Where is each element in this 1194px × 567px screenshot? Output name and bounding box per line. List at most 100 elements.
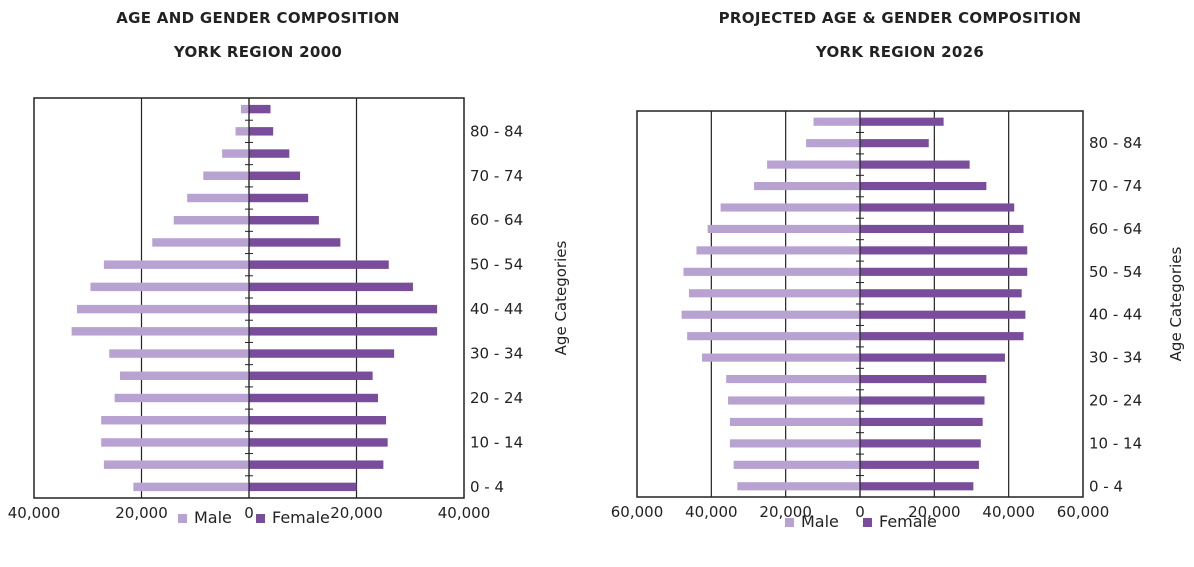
y-tick-label: 60 - 64 [470,211,523,229]
legend-male-swatch [785,518,794,527]
y-tick-label: 60 - 64 [1089,220,1142,238]
female-bar [249,282,413,292]
male-bar [222,149,249,158]
x-tick-label: 0 [855,503,865,521]
female-bar [860,353,1005,362]
male-bar [103,260,249,269]
male-bar [728,396,860,405]
female-bar [249,393,378,403]
legend-male-swatch [178,514,187,523]
y-axis-title: Age Categories [552,241,570,356]
legend-male-label: Male [801,512,839,531]
female-bar [249,482,357,492]
male-bar [101,438,249,447]
y-tick-label: 70 - 74 [1089,177,1142,195]
female-bar [249,149,290,158]
female-bar [860,117,944,126]
female-bar [860,310,1026,319]
y-tick-label: 20 - 24 [1089,392,1142,410]
male-bar [720,203,860,212]
female-bar [249,371,373,380]
male-bar [203,171,249,180]
chart-2-title-line-2: YORK REGION 2026 [815,43,985,61]
female-bar [249,260,389,269]
female-bar [860,460,979,469]
male-bar [754,181,860,191]
male-bar [729,439,860,448]
male-bar [173,216,249,225]
female-bar [860,160,970,169]
chart-1: 40,000 20,000 0 20,000 40,000 0 - 4 10 - 14 20 … [8,97,570,527]
y-tick-label: 0 - 4 [470,478,504,496]
male-bar [101,416,249,425]
chart-2: 60,000 40,000 20,000 0 20,000 40,000 60,000 0 -… [611,110,1185,531]
female-bar [860,374,987,384]
male-bar [90,282,249,292]
y-tick-label: 10 - 14 [1089,434,1142,452]
female-bar [249,238,341,247]
x-tick-label: 0 [244,504,254,522]
female-bar [249,104,271,114]
legend: Male Female [785,512,937,531]
chart-1-title: AGE AND GENDER COMPOSITION YORK REGION 2… [28,8,488,76]
y-tick-label: 80 - 84 [470,122,523,140]
female-bar [860,439,981,448]
male-bar [77,304,249,314]
male-bar [114,393,249,403]
y-tick-label: 40 - 44 [1089,306,1142,324]
female-bar [860,482,974,491]
female-bar [860,396,985,405]
male-bar [71,327,249,336]
legend-female-label: Female [272,508,330,527]
x-tick-label: 40,000 [982,503,1035,521]
female-bar [249,349,395,358]
female-bar [860,203,1015,212]
female-bar [860,267,1028,276]
x-tick-label: 40,000 [438,504,491,522]
female-bar [860,224,1024,234]
x-tick-label: 40,000 [685,503,738,521]
chart-2-title-line-1: PROJECTED AGE & GENDER COMPOSITION [718,9,1082,27]
x-tick-label: 20,000 [330,504,383,522]
y-axis-title: Age Categories [1167,247,1185,362]
male-bar [235,127,249,136]
male-bar [806,139,860,148]
female-bar [860,181,987,191]
male-bar [696,246,860,255]
male-bar [187,193,249,203]
legend-female-swatch [256,514,265,523]
legend-female-label: Female [879,512,937,531]
female-bar [860,417,983,427]
y-tick-label: 30 - 34 [1089,349,1142,367]
female-bar [249,304,438,314]
male-bar [813,117,860,126]
x-tick-label: 20,000 [759,503,812,521]
female-bar [249,416,387,425]
female-bar [249,216,319,225]
male-bar [681,310,860,319]
legend-male-label: Male [194,508,232,527]
y-tick-label: 80 - 84 [1089,134,1142,152]
chart-2-title: PROJECTED AGE & GENDER COMPOSITION YORK … [620,8,1180,76]
male-bar [120,371,249,380]
female-bar [249,193,309,203]
male-bar [687,332,860,341]
male-bar [240,104,249,114]
male-bar [109,349,249,358]
male-bar [726,374,860,384]
x-tick-label: 60,000 [1057,503,1110,521]
female-bar [860,246,1028,255]
male-bar [707,224,860,234]
male-bar [729,417,860,427]
female-bar [860,289,1022,298]
female-bar [249,127,274,136]
y-tick-label: 70 - 74 [470,167,523,185]
male-bar [733,460,860,469]
y-tick-label: 50 - 54 [470,256,523,274]
female-bar [249,460,384,469]
male-bar [767,160,860,169]
female-bar [249,327,438,336]
y-tick-label: 0 - 4 [1089,477,1123,495]
x-tick-label: 20,000 [908,503,961,521]
